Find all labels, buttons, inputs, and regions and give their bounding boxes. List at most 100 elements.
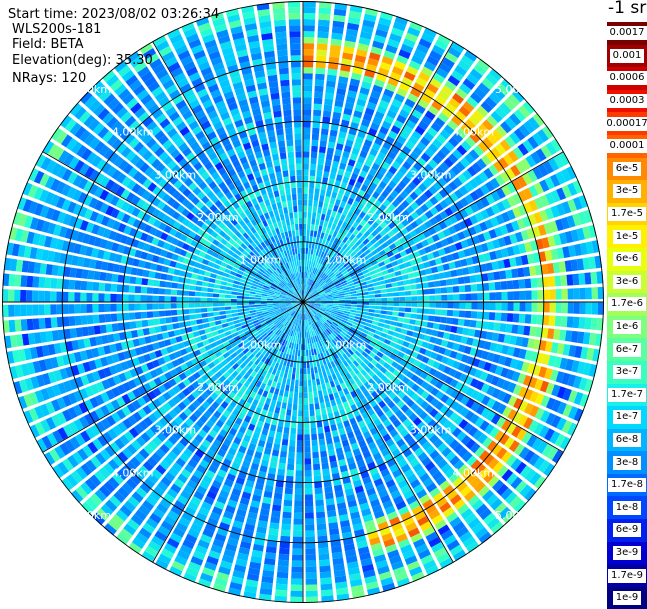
ppi-cell — [408, 273, 415, 279]
ppi-cell — [462, 267, 469, 275]
ppi-cell — [177, 309, 183, 314]
ppi-cell — [146, 303, 152, 309]
ppi-cell — [517, 268, 524, 278]
ppi-cell — [56, 291, 62, 301]
ppi-cell — [99, 314, 106, 323]
ppi-cell — [357, 293, 363, 296]
ppi-cell — [195, 314, 202, 319]
ppi-cell — [255, 305, 261, 307]
ppi-cell — [303, 236, 306, 242]
ppi-cell — [290, 385, 294, 391]
ppi-cell — [208, 317, 215, 322]
ppi-cell — [303, 170, 308, 176]
ppi-cell — [147, 287, 153, 294]
ppi-cell — [314, 92, 323, 99]
ppi-cell — [282, 512, 291, 519]
ppi-cell — [303, 242, 305, 248]
ppi-cell — [422, 315, 429, 321]
ppi-cell — [9, 320, 16, 332]
ppi-cell — [303, 97, 311, 103]
ppi-cell — [225, 295, 231, 299]
ppi-cell — [207, 293, 213, 297]
ppi-cell — [210, 273, 217, 278]
ppi-cell — [303, 139, 310, 145]
ppi-cell — [363, 302, 369, 305]
ppi-cell — [312, 355, 315, 361]
ppi-cell — [427, 322, 434, 328]
ppi-cell — [195, 297, 201, 301]
ppi-cell — [458, 319, 465, 326]
ppi-cell — [561, 316, 568, 327]
ppi-cell — [363, 295, 369, 298]
ppi-cell — [385, 320, 392, 325]
ppi-cell — [435, 295, 441, 301]
ppi-cell — [283, 506, 292, 513]
ppi-cell — [303, 145, 309, 151]
ppi-cell — [306, 579, 318, 585]
ppi-cell — [322, 371, 327, 378]
ppi-cell — [321, 589, 333, 596]
ppi-cell — [320, 378, 325, 385]
ppi-cell — [296, 374, 300, 380]
ppi-cell — [304, 43, 315, 49]
ppi-cell — [307, 254, 310, 260]
ppi-cell — [321, 214, 326, 221]
ppi-cell — [310, 176, 315, 182]
ppi-cell — [249, 305, 255, 308]
ppi-cell — [298, 416, 303, 422]
ppi-cell — [477, 293, 483, 300]
ppi-cell — [330, 173, 337, 180]
ppi-cell — [456, 327, 463, 334]
ppi-cell — [285, 488, 293, 495]
ppi-cell — [193, 331, 200, 337]
ppi-cell — [297, 440, 303, 446]
ppi-cell — [329, 455, 336, 462]
ppi-cell — [270, 424, 277, 431]
ppi-cell — [428, 315, 435, 321]
ppi-cell — [213, 312, 219, 316]
ppi-cell — [465, 294, 471, 301]
ppi-cell — [393, 292, 399, 296]
ppi-cell — [322, 469, 330, 476]
ppi-cell — [323, 110, 331, 117]
ppi-cell — [213, 293, 219, 297]
ppi-cell — [566, 274, 573, 285]
ppi-cell — [315, 68, 325, 75]
ppi-cell — [427, 275, 434, 281]
ppi-cell — [165, 310, 171, 316]
ppi-cell — [26, 305, 32, 316]
ppi-cell — [219, 294, 225, 298]
ppi-cell — [70, 328, 77, 338]
ppi-cell — [395, 327, 402, 333]
ppi-cell — [574, 288, 580, 299]
ppi-cell — [232, 316, 239, 320]
ppi-cell — [525, 314, 532, 324]
ppi-cell — [316, 506, 325, 513]
ppi-cell — [456, 269, 463, 276]
ppi-cell — [592, 287, 598, 299]
ppi-cell — [290, 434, 296, 440]
ppi-cell — [590, 272, 597, 284]
ppi-cell — [155, 326, 162, 333]
ppi-cell — [584, 272, 591, 284]
ppi-cell — [304, 13, 316, 19]
ppi-cell — [445, 325, 452, 332]
ppi-cell — [104, 294, 110, 302]
ppi-cell — [38, 304, 44, 315]
ppi-cell — [313, 361, 317, 367]
ppi-cell — [309, 236, 312, 242]
ppi-cell — [209, 278, 216, 283]
ppi-cell — [382, 328, 389, 333]
ppi-cell — [315, 409, 320, 416]
ppi-cell — [376, 326, 383, 331]
ppi-cell — [423, 289, 429, 294]
ppi-cell — [470, 275, 477, 283]
ppi-cell — [105, 314, 112, 322]
ppi-cell — [305, 488, 313, 494]
ppi-cell — [315, 373, 319, 379]
ppi-cell — [303, 152, 309, 158]
ppi-cell — [529, 266, 536, 276]
ppi-cell — [274, 438, 281, 445]
ppi-cell — [544, 290, 550, 300]
ppi-cell — [217, 270, 224, 275]
